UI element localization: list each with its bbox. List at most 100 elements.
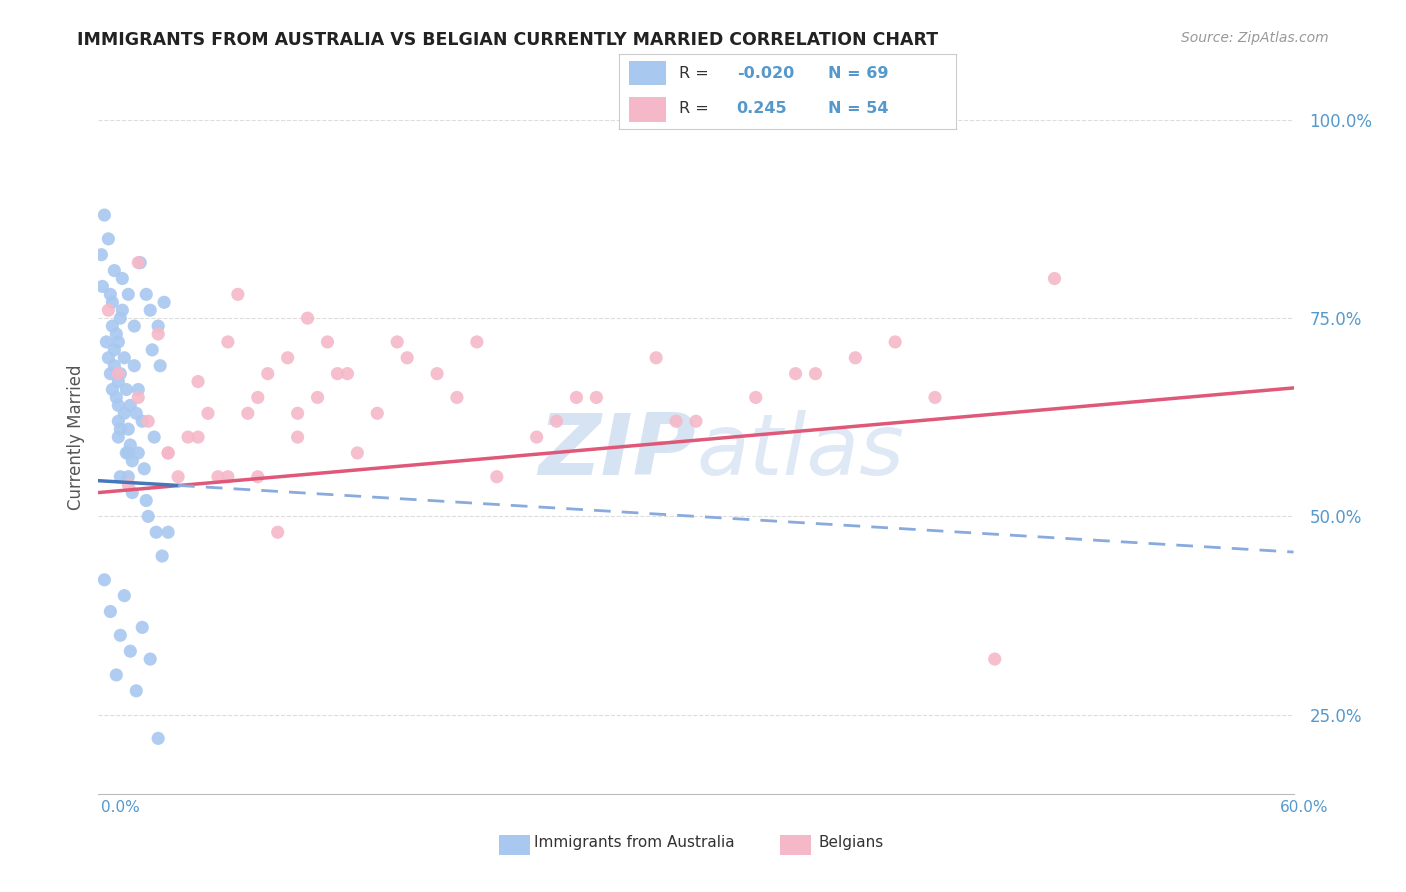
Text: 0.245: 0.245 — [737, 101, 787, 116]
Text: R =: R = — [679, 66, 714, 81]
Point — [139, 303, 162, 318]
Point — [153, 295, 176, 310]
Point — [112, 351, 135, 365]
Point — [526, 430, 548, 444]
Text: N = 54: N = 54 — [828, 101, 889, 116]
Point — [336, 367, 359, 381]
Point — [98, 605, 122, 619]
Point — [107, 375, 129, 389]
Point — [645, 351, 668, 365]
FancyBboxPatch shape — [628, 62, 666, 86]
Point — [91, 279, 114, 293]
Text: 60.0%: 60.0% — [1281, 800, 1329, 814]
Point — [148, 326, 170, 341]
Point — [93, 573, 115, 587]
Point — [197, 406, 219, 420]
Point — [107, 414, 129, 428]
Point — [107, 430, 129, 444]
Point — [115, 446, 138, 460]
Point — [127, 383, 149, 397]
Point — [117, 446, 139, 460]
Point — [136, 509, 159, 524]
Point — [217, 469, 239, 483]
Point — [135, 493, 157, 508]
Point — [103, 359, 125, 373]
Point — [665, 414, 688, 428]
Point — [111, 303, 134, 318]
Point — [316, 334, 339, 349]
Point — [101, 295, 124, 310]
Point — [96, 334, 118, 349]
Point — [426, 367, 449, 381]
Point — [115, 383, 138, 397]
Point — [124, 359, 146, 373]
Point — [121, 454, 143, 468]
Point — [546, 414, 568, 428]
Point — [97, 303, 120, 318]
Point — [804, 367, 827, 381]
Point — [143, 430, 166, 444]
Point — [110, 367, 132, 381]
Point — [105, 391, 128, 405]
Point — [844, 351, 866, 365]
Point — [297, 311, 319, 326]
Point — [149, 359, 172, 373]
Point — [141, 343, 163, 357]
Point — [90, 248, 112, 262]
Point — [111, 271, 134, 285]
Text: -0.020: -0.020 — [737, 66, 794, 81]
Point — [101, 319, 124, 334]
Point — [256, 367, 278, 381]
Point — [105, 668, 128, 682]
Point — [110, 422, 132, 436]
Point — [157, 525, 180, 540]
Text: ZIP: ZIP — [538, 409, 696, 493]
Point — [117, 477, 139, 491]
Text: 0.0%: 0.0% — [101, 800, 141, 814]
Text: R =: R = — [679, 101, 714, 116]
Point — [745, 391, 768, 405]
Text: N = 69: N = 69 — [828, 66, 889, 81]
Point — [120, 398, 142, 412]
Point — [136, 414, 159, 428]
Point — [585, 391, 607, 405]
Point — [565, 391, 588, 405]
Point — [117, 287, 139, 301]
Point — [226, 287, 249, 301]
Point — [112, 406, 135, 420]
Point — [287, 430, 309, 444]
Point — [236, 406, 259, 420]
Point — [326, 367, 349, 381]
Point — [129, 255, 152, 269]
Point — [105, 326, 128, 341]
Point — [112, 589, 135, 603]
Point — [246, 469, 269, 483]
Point — [157, 446, 180, 460]
Point — [145, 525, 167, 540]
Point — [307, 391, 329, 405]
Point — [127, 446, 149, 460]
Text: Belgians: Belgians — [818, 836, 883, 850]
Point — [110, 628, 132, 642]
Point — [685, 414, 707, 428]
Text: Source: ZipAtlas.com: Source: ZipAtlas.com — [1181, 31, 1329, 45]
Point — [246, 391, 269, 405]
Point — [134, 462, 156, 476]
Text: atlas: atlas — [696, 409, 904, 493]
Point — [103, 343, 125, 357]
Point — [107, 334, 129, 349]
Point — [465, 334, 488, 349]
Point — [98, 287, 122, 301]
Point — [98, 367, 122, 381]
Point — [107, 398, 129, 412]
Point — [207, 469, 229, 483]
Point — [346, 446, 368, 460]
Point — [884, 334, 907, 349]
Point — [120, 644, 142, 658]
Point — [446, 391, 468, 405]
Point — [148, 731, 170, 746]
Point — [177, 430, 200, 444]
Point — [924, 391, 946, 405]
Point — [124, 319, 146, 334]
Point — [97, 232, 120, 246]
